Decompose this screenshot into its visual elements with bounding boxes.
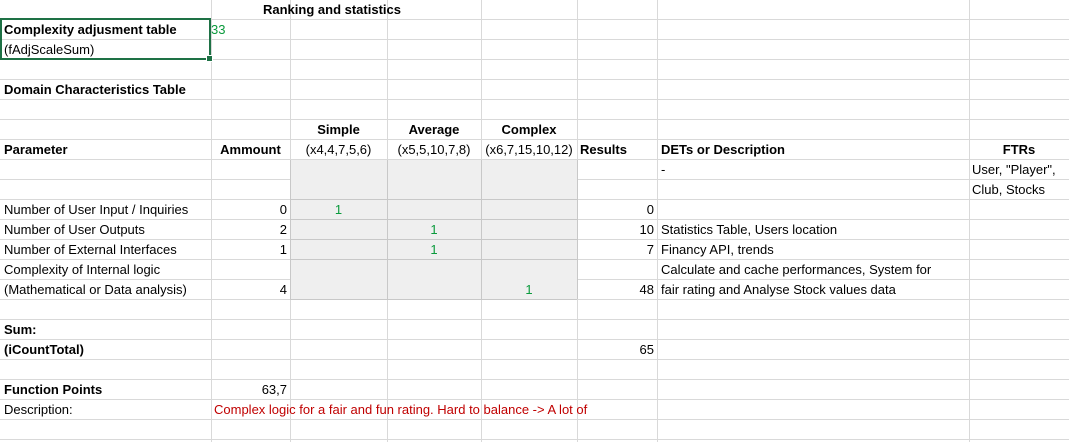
col-average: Average: [408, 122, 460, 137]
row-name: Complexity of Internal logic: [4, 262, 161, 277]
row-amount: 4: [279, 282, 287, 297]
shade-border: [290, 239, 577, 240]
gridline: [0, 99, 1069, 100]
col-results: Results: [580, 142, 627, 157]
row-amount: 1: [279, 242, 287, 257]
row-name-cont: (Mathematical or Data analysis): [4, 282, 187, 297]
complexity-label: Complexity adjusment table: [4, 22, 177, 37]
ftrs-value-line2: Club, Stocks: [972, 182, 1045, 197]
gridline: [0, 79, 1069, 80]
fill-handle[interactable]: [206, 55, 213, 62]
row-amount: 0: [279, 202, 287, 217]
col-dets: DETs or Description: [661, 142, 786, 157]
gridline: [0, 359, 1069, 360]
gridline: [0, 419, 1069, 420]
gridline: [0, 19, 1069, 20]
row-average: 1: [430, 222, 438, 237]
col-simple-weights: (x4,4,7,5,6): [305, 142, 372, 157]
sum-value: 65: [639, 342, 654, 357]
row-name: Number of External Interfaces: [4, 242, 177, 257]
ftrs-value-line1: User, "Player",: [972, 162, 1056, 177]
shade-border: [481, 160, 482, 299]
gridline: [0, 339, 1069, 340]
gridline: [211, 0, 212, 442]
shade-border: [577, 160, 578, 299]
col-simple: Simple: [317, 122, 360, 137]
gridline: [0, 379, 1069, 380]
gridline: [0, 399, 1069, 400]
row-amount: 2: [279, 222, 287, 237]
row-result: 10: [639, 222, 654, 237]
ranking-title: Ranking and statistics: [263, 2, 401, 17]
shade-border: [290, 160, 291, 299]
shade-border: [387, 160, 388, 299]
gridline: [0, 439, 1069, 440]
gridline: [657, 0, 658, 442]
row-result: 7: [646, 242, 654, 257]
col-amount: Ammount: [220, 142, 281, 157]
selected-cell[interactable]: [0, 18, 213, 62]
row-desc: Financy API, trends: [661, 242, 774, 257]
row-desc: Statistics Table, Users location: [661, 222, 838, 237]
dets-dash: -: [661, 162, 666, 177]
row-simple: 1: [334, 202, 343, 217]
function-points-value: 63,7: [261, 382, 287, 397]
gridline: [0, 159, 1069, 160]
description-label: Description:: [4, 402, 73, 417]
sum-label: Sum:: [4, 322, 37, 337]
weight-shaded-area: [290, 160, 577, 299]
gridline: [0, 119, 1069, 120]
row-complex: 1: [525, 282, 533, 297]
row-name: Number of User Outputs: [4, 222, 145, 237]
gridline: [0, 59, 1069, 60]
domain-title: Domain Characteristics Table: [4, 82, 186, 97]
col-complex: Complex: [501, 122, 557, 137]
row-result: 48: [639, 282, 654, 297]
row-desc-cont: fair rating and Analyse Stock values dat…: [661, 282, 896, 297]
col-ftrs: FTRs: [1002, 142, 1036, 157]
col-complex-weights: (x6,7,15,10,12): [485, 142, 573, 157]
shade-border: [290, 199, 577, 200]
sum-sublabel: (iCountTotal): [4, 342, 84, 357]
gridline: [0, 319, 1069, 320]
row-result: 0: [646, 202, 654, 217]
description-value: Complex logic for a fair and fun rating.…: [214, 402, 588, 417]
gridline: [0, 139, 1069, 140]
row-desc: Calculate and cache performances, System…: [661, 262, 932, 277]
shade-border: [290, 259, 577, 260]
complexity-value[interactable]: 33: [211, 22, 226, 37]
complexity-sublabel: (fAdjScaleSum): [4, 42, 95, 57]
gridline: [969, 0, 970, 442]
function-points-label: Function Points: [4, 382, 103, 397]
col-average-weights: (x5,5,10,7,8): [397, 142, 471, 157]
col-parameter: Parameter: [4, 142, 68, 157]
row-name: Number of User Input / Inquiries: [4, 202, 189, 217]
gridline: [0, 39, 1069, 40]
row-average: 1: [430, 242, 438, 257]
shade-border: [290, 219, 577, 220]
shade-border: [290, 299, 577, 300]
